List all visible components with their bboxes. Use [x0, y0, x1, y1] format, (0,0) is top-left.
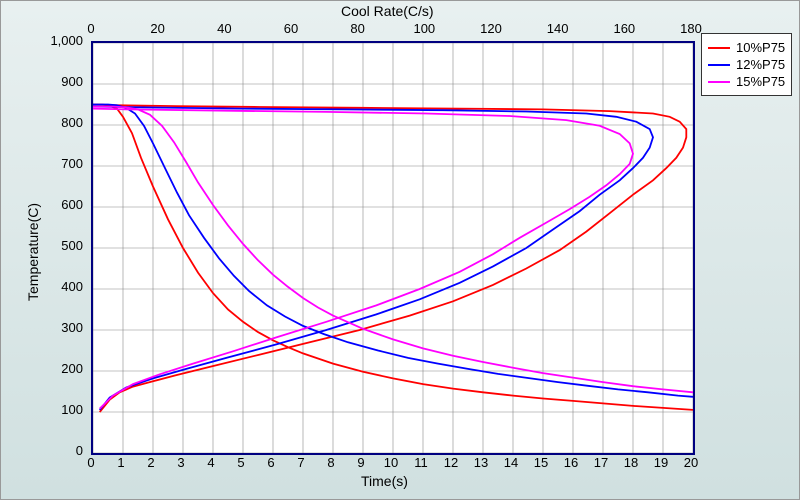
tick-label: 300 [61, 320, 83, 335]
tick-label: 600 [61, 197, 83, 212]
tick-label: 900 [61, 74, 83, 89]
legend-label: 10%P75 [736, 40, 785, 55]
tick-label: 9 [357, 455, 364, 470]
tick-label: 3 [177, 455, 184, 470]
tick-label: 14 [504, 455, 518, 470]
tick-label: 120 [480, 21, 502, 36]
tick-label: 16 [564, 455, 578, 470]
chart-container: Cool Rate(C/s) Temperature(C) Time(s) 10… [0, 0, 800, 500]
tick-label: 160 [613, 21, 635, 36]
chart-svg [93, 43, 693, 453]
tick-label: 6 [267, 455, 274, 470]
y-axis-label: Temperature(C) [25, 203, 41, 301]
tick-label: 7 [297, 455, 304, 470]
tick-label: 200 [61, 361, 83, 376]
tick-label: 5 [237, 455, 244, 470]
tick-label: 1,000 [50, 33, 83, 48]
tick-label: 60 [284, 21, 298, 36]
tick-label: 0 [76, 443, 83, 458]
legend-swatch [708, 64, 730, 66]
legend: 10%P75 12%P75 15%P75 [701, 33, 792, 96]
tick-label: 13 [474, 455, 488, 470]
tick-label: 20 [684, 455, 698, 470]
tick-label: 700 [61, 156, 83, 171]
tick-label: 0 [87, 455, 94, 470]
legend-item: 10%P75 [708, 40, 785, 55]
tick-label: 19 [654, 455, 668, 470]
tick-label: 0 [87, 21, 94, 36]
tick-label: 15 [534, 455, 548, 470]
tick-label: 180 [680, 21, 702, 36]
tick-label: 40 [217, 21, 231, 36]
tick-label: 80 [350, 21, 364, 36]
tick-label: 8 [327, 455, 334, 470]
tick-label: 100 [413, 21, 435, 36]
x-top-label: Cool Rate(C/s) [341, 3, 434, 19]
tick-label: 10 [384, 455, 398, 470]
tick-label: 11 [414, 455, 428, 470]
tick-label: 4 [207, 455, 214, 470]
tick-label: 1 [117, 455, 124, 470]
tick-label: 800 [61, 115, 83, 130]
legend-label: 15%P75 [736, 74, 785, 89]
legend-item: 12%P75 [708, 57, 785, 72]
plot-area [91, 41, 695, 455]
tick-label: 100 [61, 402, 83, 417]
tick-label: 12 [444, 455, 458, 470]
legend-label: 12%P75 [736, 57, 785, 72]
legend-item: 15%P75 [708, 74, 785, 89]
legend-swatch [708, 47, 730, 49]
tick-label: 20 [150, 21, 164, 36]
tick-label: 400 [61, 279, 83, 294]
tick-label: 18 [624, 455, 638, 470]
tick-label: 140 [547, 21, 569, 36]
tick-label: 2 [147, 455, 154, 470]
legend-swatch [708, 81, 730, 83]
x-bottom-label: Time(s) [361, 473, 408, 489]
tick-label: 17 [594, 455, 608, 470]
tick-label: 500 [61, 238, 83, 253]
